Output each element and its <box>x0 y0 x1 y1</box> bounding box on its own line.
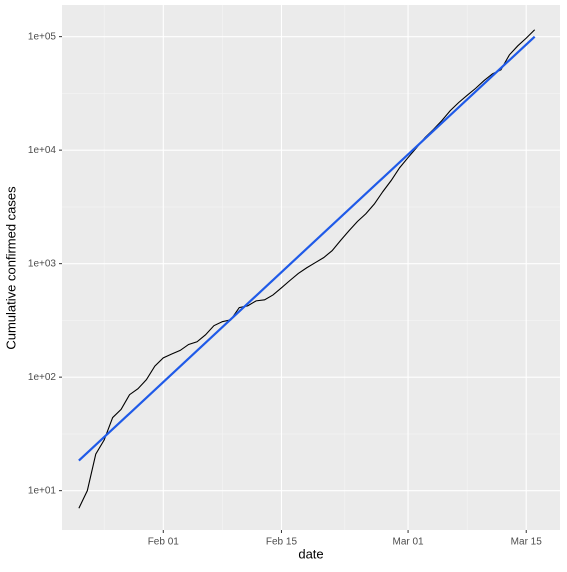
y-tick-label: 1e+02 <box>28 372 57 383</box>
line <box>78 29 536 509</box>
x-tick-label: Feb 15 <box>266 537 298 548</box>
y-axis-title: Cumulative confirmed cases <box>3 186 18 350</box>
y-tick-label: 1e+01 <box>28 485 57 496</box>
y-tick-label: 1e+03 <box>28 258 57 269</box>
x-tick-label: Mar 01 <box>393 537 425 548</box>
x-tick-label: Feb 01 <box>148 537 180 548</box>
x-axis-title: date <box>298 546 323 561</box>
y-tick-label: 1e+05 <box>28 31 57 42</box>
y-tick-label: 1e+04 <box>28 145 57 156</box>
line <box>78 35 536 462</box>
panel <box>62 5 560 530</box>
x-tick-label: Mar 15 <box>511 537 543 548</box>
